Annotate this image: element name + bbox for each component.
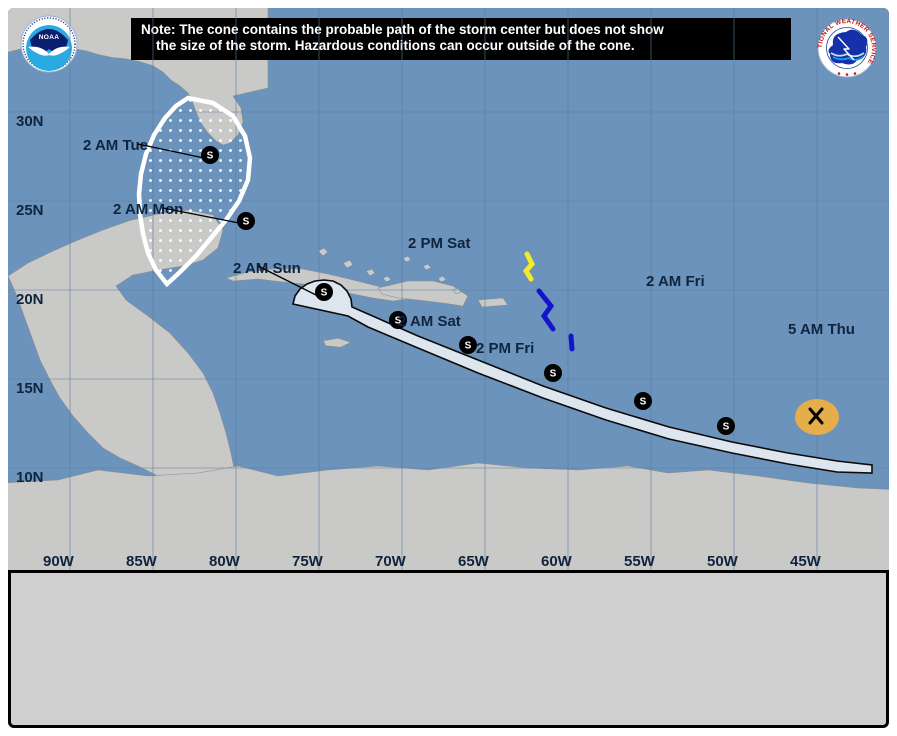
svg-text:S: S — [207, 151, 214, 162]
svg-text:80W: 80W — [209, 553, 241, 570]
svg-text:90W: 90W — [43, 553, 75, 570]
svg-text:NOAA: NOAA — [39, 34, 60, 41]
svg-text:S: S — [321, 288, 328, 299]
svg-text:5 AM Thu: 5 AM Thu — [788, 321, 855, 338]
svg-text:2 AM Sun: 2 AM Sun — [233, 260, 301, 277]
svg-text:10N: 10N — [16, 469, 44, 486]
svg-text:65W: 65W — [458, 553, 490, 570]
svg-text:55W: 55W — [624, 553, 656, 570]
svg-text:S: S — [723, 422, 730, 433]
svg-text:30N: 30N — [16, 113, 44, 130]
svg-text:85W: 85W — [126, 553, 158, 570]
svg-text:15N: 15N — [16, 380, 44, 397]
svg-text:S: S — [550, 369, 557, 380]
svg-text:2 AM Sat: 2 AM Sat — [398, 313, 461, 330]
svg-text:2 PM Fri: 2 PM Fri — [476, 340, 534, 357]
svg-text:50W: 50W — [707, 553, 739, 570]
svg-text:Note: The cone contains the pr: Note: The cone contains the probable pat… — [141, 22, 664, 37]
svg-text:45W: 45W — [790, 553, 822, 570]
svg-text:2 AM Fri: 2 AM Fri — [646, 273, 705, 290]
svg-text:70W: 70W — [375, 553, 407, 570]
svg-text:25N: 25N — [16, 202, 44, 219]
svg-text:S: S — [465, 341, 472, 352]
svg-text:2 AM Tue: 2 AM Tue — [83, 137, 148, 154]
svg-text:2 PM Sat: 2 PM Sat — [408, 235, 471, 252]
svg-text:20N: 20N — [16, 291, 44, 308]
svg-text:S: S — [243, 217, 250, 228]
svg-text:60W: 60W — [541, 553, 573, 570]
svg-text:75W: 75W — [292, 553, 324, 570]
svg-text:the size of the storm. Hazardo: the size of the storm. Hazardous conditi… — [156, 38, 635, 53]
svg-text:S: S — [640, 397, 647, 408]
